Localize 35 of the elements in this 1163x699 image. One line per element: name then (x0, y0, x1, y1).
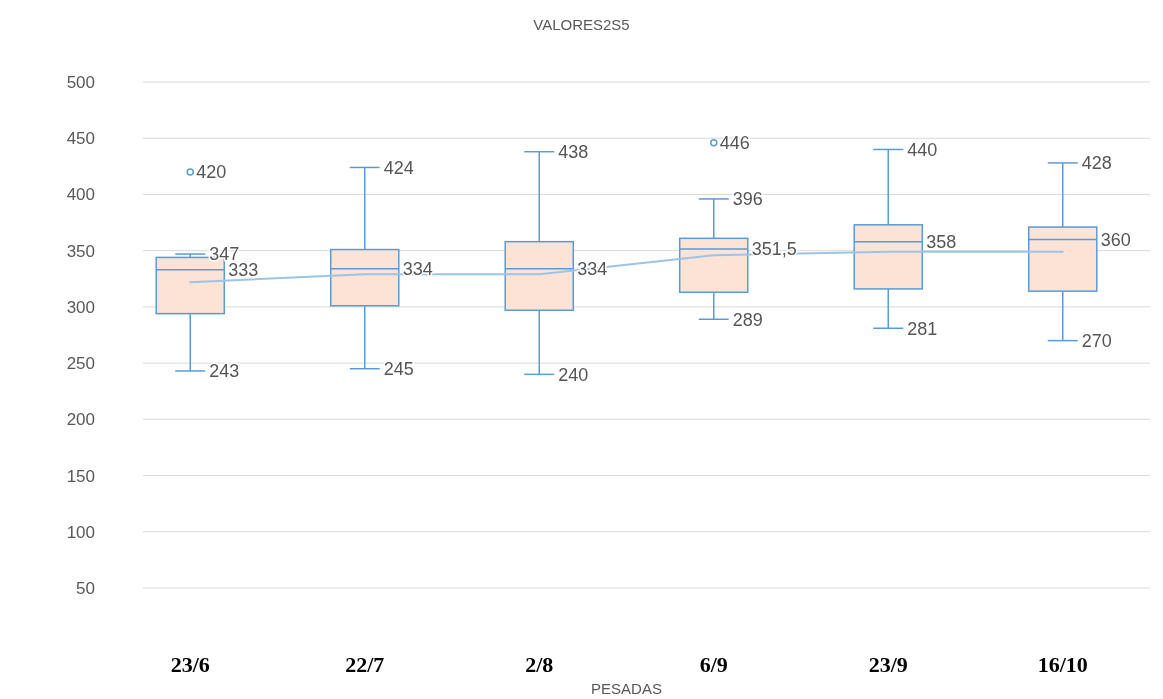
annotation: 420 (196, 162, 227, 183)
y-tick-label: 400 (66, 185, 95, 205)
annotation: 240 (558, 364, 589, 385)
annotation: 446 (719, 133, 750, 154)
annotation: 245 (383, 359, 414, 380)
annotation: 440 (907, 139, 938, 160)
annotation: 243 (209, 361, 240, 382)
annotation: 333 (228, 260, 259, 281)
x-tick-label: 23/9 (868, 652, 908, 677)
annotation: 358 (926, 231, 957, 252)
y-tick-label: 50 (76, 578, 95, 598)
y-tick-label: 300 (66, 297, 95, 317)
annotation: 289 (732, 309, 763, 330)
y-tick-label: 250 (66, 354, 95, 374)
y-tick-label: 150 (66, 466, 95, 486)
annotation: 396 (732, 189, 763, 210)
annotation: 424 (383, 157, 414, 178)
chart-title: VALORES2S5 (533, 16, 630, 33)
y-tick-label: 100 (66, 522, 95, 542)
annotation: 428 (1081, 153, 1112, 174)
annotation: 334 (402, 258, 433, 279)
x-tick-label: 22/7 (345, 652, 385, 677)
annotation: 270 (1081, 330, 1112, 351)
x-tick-label: 6/9 (699, 652, 728, 677)
y-tick-label: 350 (66, 241, 95, 261)
x-tick-label: 2/8 (525, 652, 554, 677)
y-tick-label: 200 (66, 410, 95, 430)
x-tick-label: 23/6 (170, 652, 210, 677)
x-axis-title: PESADAS (591, 680, 662, 697)
y-tick-label: 500 (66, 72, 95, 92)
annotation: 438 (558, 142, 589, 163)
annotation: 281 (907, 318, 938, 339)
y-tick-label: 450 (66, 129, 95, 149)
annotation: 360 (1100, 229, 1131, 250)
x-tick-label: 16/10 (1037, 652, 1088, 677)
